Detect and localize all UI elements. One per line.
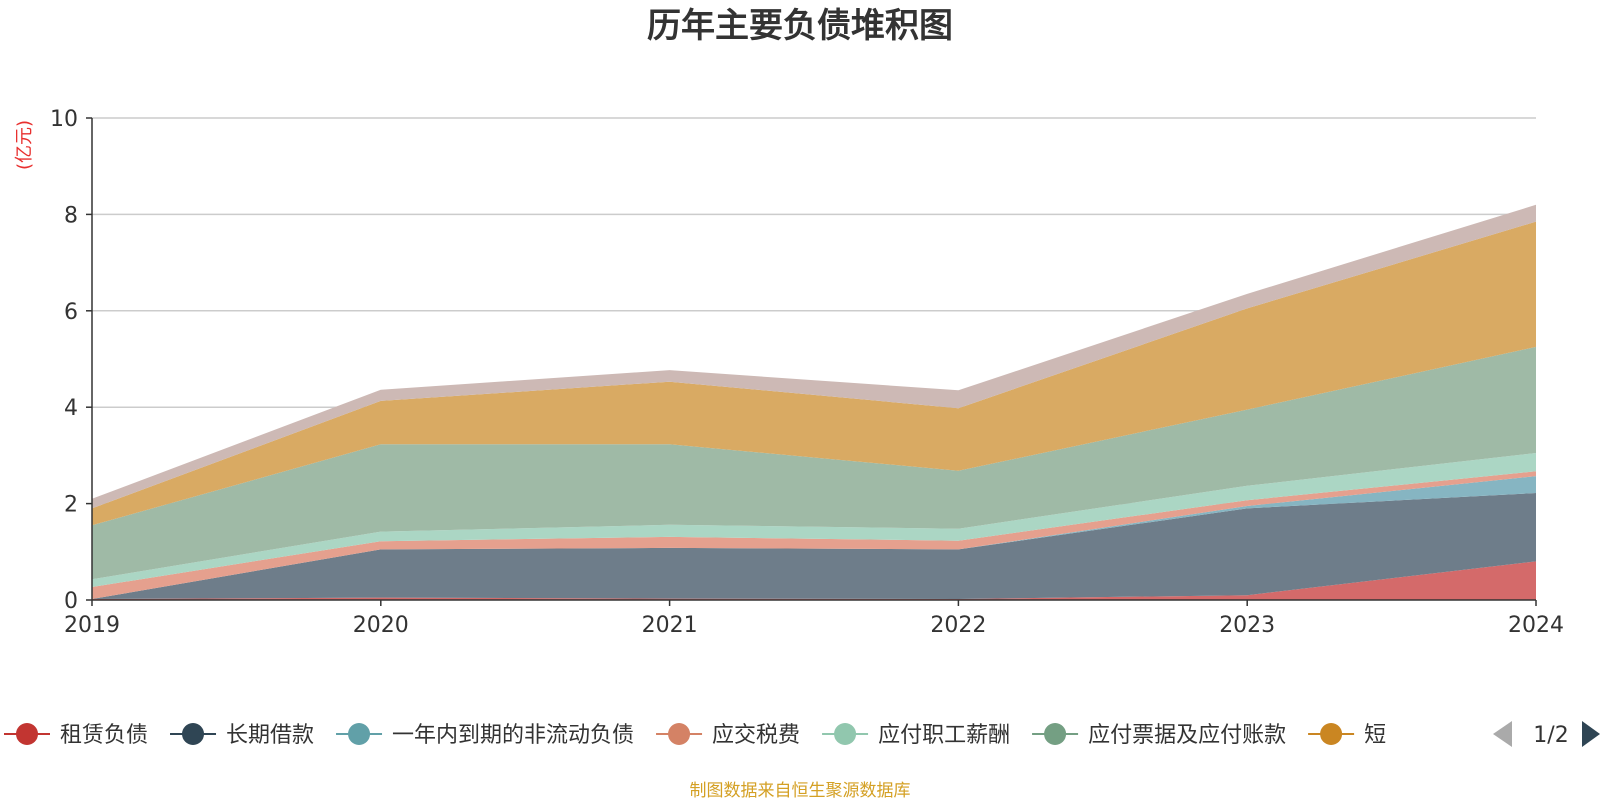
legend-item-3[interactable]: 一年内到期的非流动负债 — [336, 723, 634, 748]
x-axis-ticks: 2019 2020 2021 2022 2023 2024 — [64, 600, 1564, 638]
x-tick-label: 2022 — [930, 613, 986, 638]
area-series-2 — [92, 493, 1536, 599]
x-tick-label: 2019 — [64, 613, 120, 638]
y-tick-label: 6 — [64, 300, 78, 325]
legend-page-indicator: 1/2 — [1533, 723, 1568, 748]
legend-label: 短 — [1364, 723, 1386, 748]
stacked-areas — [92, 204, 1536, 600]
y-tick-label: 10 — [50, 107, 78, 132]
y-tick-label: 0 — [64, 589, 78, 614]
legend-label: 长期借款 — [226, 723, 314, 748]
legend-label: 租赁负债 — [60, 723, 148, 748]
legend-pager: 1/2 — [1493, 721, 1600, 748]
legend-label: 应付票据及应付账款 — [1088, 723, 1286, 748]
y-tick-label: 2 — [64, 493, 78, 518]
chart-title: 历年主要负债堆积图 — [647, 6, 953, 46]
legend-marker-icon — [182, 723, 205, 745]
legend-marker-icon — [16, 723, 38, 745]
y-axis-ticks: 0 2 4 6 8 10 — [50, 107, 92, 614]
legend-item-1[interactable]: 租赁负债 — [4, 723, 148, 748]
legend-item-6[interactable]: 应付票据及应付账款 — [1032, 723, 1286, 748]
x-tick-label: 2021 — [642, 613, 698, 638]
legend-marker-icon — [1044, 723, 1067, 745]
legend-marker-icon — [834, 723, 857, 745]
legend-item-2[interactable]: 长期借款 — [170, 723, 314, 748]
y-tick-label: 8 — [64, 203, 78, 228]
legend-item-5[interactable]: 应付职工薪酬 — [822, 723, 1010, 748]
legend-label: 应交税费 — [712, 723, 800, 748]
axes — [91, 118, 1536, 601]
legend-prev-page-icon[interactable] — [1493, 721, 1512, 747]
x-tick-label: 2023 — [1219, 613, 1275, 638]
legend-item-7[interactable]: 短 — [1308, 723, 1386, 748]
data-source-note: 制图数据来自恒生聚源数据库 — [690, 781, 911, 800]
legend-label: 一年内到期的非流动负债 — [392, 723, 634, 748]
y-axis-unit-label: (亿元) — [14, 120, 35, 170]
area-series-1 — [92, 561, 1536, 600]
legend-marker-icon — [348, 723, 371, 745]
area-series-6 — [92, 346, 1536, 580]
x-tick-label: 2024 — [1508, 613, 1564, 638]
y-tick-label: 4 — [64, 396, 78, 421]
legend-label: 应付职工薪酬 — [878, 723, 1010, 748]
legend-item-4[interactable]: 应交税费 — [656, 723, 800, 748]
x-tick-label: 2020 — [353, 613, 409, 638]
legend: 租赁负债 长期借款 一年内到期的非流动负债 应交税费 应付职工薪酬 应付票据及应付账款 短 — [4, 723, 1386, 748]
legend-marker-icon — [1320, 723, 1343, 745]
legend-marker-icon — [668, 723, 691, 745]
area-series-7 — [92, 221, 1536, 526]
legend-next-page-icon[interactable] — [1582, 721, 1600, 747]
